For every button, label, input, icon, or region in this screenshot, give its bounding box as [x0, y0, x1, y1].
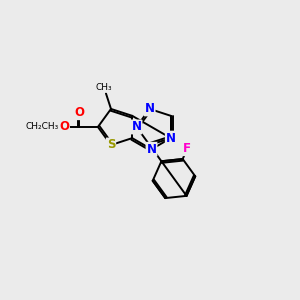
Text: O: O: [59, 121, 69, 134]
Text: CH₃: CH₃: [96, 83, 112, 92]
Text: F: F: [183, 142, 191, 155]
Text: N: N: [131, 121, 142, 134]
Text: N: N: [166, 132, 176, 145]
Text: CH₂CH₃: CH₂CH₃: [25, 122, 58, 131]
Text: N: N: [145, 102, 154, 116]
Text: N: N: [146, 143, 157, 156]
Text: O: O: [74, 106, 85, 119]
Text: S: S: [107, 139, 115, 152]
